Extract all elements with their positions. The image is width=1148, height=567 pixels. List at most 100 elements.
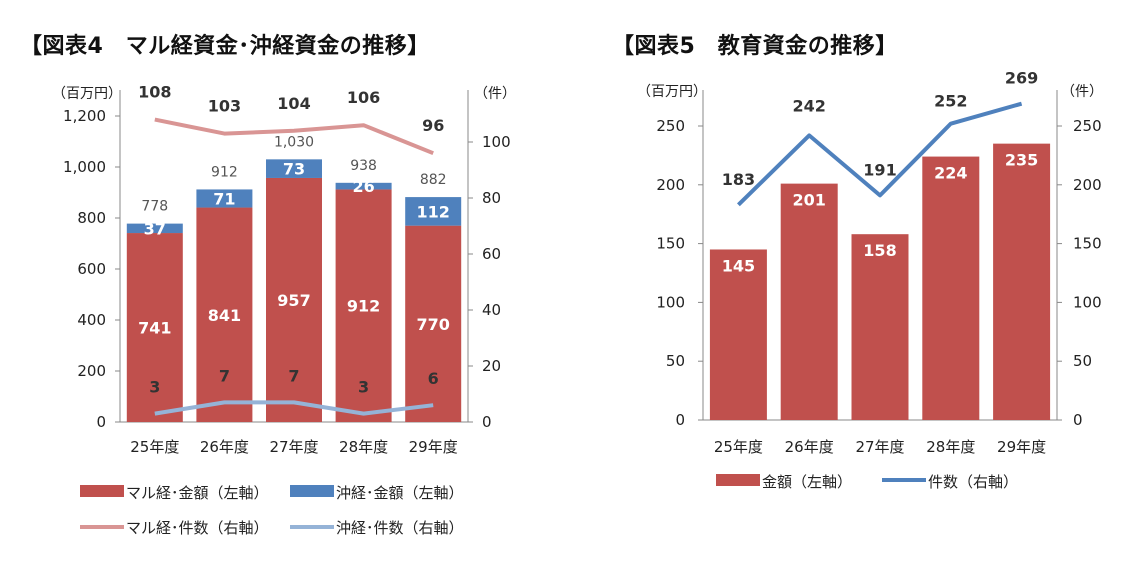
- bar-oki-amount: [266, 159, 322, 178]
- bar-oki-amount: [196, 189, 253, 208]
- left-tick-label: 0: [96, 413, 106, 431]
- bar-oki-amount: [335, 182, 392, 190]
- left-tick-label: 200: [77, 362, 106, 380]
- bar-amount-label: 201: [792, 191, 825, 210]
- category-label: 28年度: [926, 438, 975, 456]
- category-label: 26年度: [200, 438, 249, 456]
- bar-maru-label: 912: [347, 297, 380, 316]
- legend-label: 沖経･金額（左軸）: [336, 484, 464, 502]
- right-tick-label: 100: [482, 133, 511, 151]
- bar-amount: [851, 234, 909, 420]
- bar-total-label: 1,030: [274, 134, 314, 150]
- bar-oki-label: 112: [416, 202, 449, 221]
- legend-label: 金額（左軸）: [762, 473, 852, 491]
- legend-label: 沖経･件数（右軸）: [336, 519, 464, 537]
- line-count-label: 183: [722, 170, 755, 189]
- category-label: 27年度: [269, 438, 318, 456]
- bar-maru-label: 741: [138, 319, 171, 338]
- legend-label: マル経･件数（右軸）: [126, 519, 269, 537]
- right-axis-unit: （件）: [1061, 84, 1103, 100]
- left-tick-label: 100: [656, 293, 685, 311]
- right-tick-label: 80: [482, 189, 501, 207]
- figure4-title: 【図表4 マル経資金･沖経資金の推移】: [20, 34, 430, 59]
- legend-swatch: [80, 485, 124, 497]
- right-tick-label: 60: [482, 245, 501, 263]
- bar-oki-amount: [405, 197, 462, 226]
- bar-amount: [993, 143, 1051, 420]
- bar-maru-amount: [126, 233, 183, 422]
- right-tick-label: 250: [1073, 117, 1102, 135]
- left-axis-unit: （百万円）: [637, 84, 707, 100]
- category-label: 29年度: [997, 438, 1046, 456]
- left-axis-unit: （百万円）: [52, 86, 122, 102]
- bar-oki-label: 37: [144, 219, 166, 238]
- bar-oki-label: 73: [283, 160, 305, 179]
- left-tick-label: 50: [666, 352, 685, 370]
- right-tick-label: 150: [1073, 235, 1102, 253]
- bar-amount-label: 158: [863, 241, 896, 260]
- left-tick-label: 800: [77, 209, 106, 227]
- left-tick-label: 200: [656, 176, 685, 194]
- bar-maru-label: 841: [208, 306, 241, 325]
- bar-total-label: 882: [420, 172, 447, 188]
- category-label: 25年度: [714, 438, 763, 456]
- line-maru-count-label: 106: [347, 88, 380, 107]
- bar-amount: [709, 249, 767, 420]
- figure5-title: 【図表5 教育資金の推移】: [612, 34, 898, 59]
- left-tick-label: 400: [77, 311, 106, 329]
- left-tick-label: 0: [675, 411, 685, 429]
- bar-amount-label: 145: [722, 256, 755, 275]
- bar-amount-label: 224: [934, 164, 967, 183]
- right-tick-label: 100: [1073, 293, 1102, 311]
- line-maru-count-label: 108: [138, 83, 171, 102]
- right-axis-unit: （件）: [474, 86, 516, 102]
- right-tick-label: 20: [482, 357, 501, 375]
- category-label: 25年度: [130, 438, 179, 456]
- legend-swatch: [290, 485, 334, 497]
- bar-amount-label: 235: [1005, 151, 1038, 170]
- left-tick-label: 250: [656, 117, 685, 135]
- line-maru-count-label: 103: [208, 97, 241, 116]
- left-tick-label: 1,000: [63, 158, 106, 176]
- bar-maru-amount: [266, 177, 322, 422]
- line-oki-count-label: 7: [219, 366, 230, 385]
- category-label: 27年度: [855, 438, 904, 456]
- line-count-label: 242: [792, 96, 825, 115]
- category-label: 26年度: [785, 438, 834, 456]
- left-tick-label: 1,200: [63, 107, 106, 125]
- line-oki-count-label: 7: [288, 366, 299, 385]
- bar-maru-amount: [196, 207, 253, 422]
- bar-oki-label: 26: [352, 177, 374, 196]
- bar-maru-amount: [335, 189, 392, 422]
- line-maru-count-label: 104: [277, 94, 310, 113]
- category-label: 28年度: [339, 438, 388, 456]
- line-maru-count: [154, 117, 434, 156]
- category-label: 29年度: [409, 438, 458, 456]
- right-tick-label: 40: [482, 301, 501, 319]
- line-count: [737, 101, 1023, 207]
- legend-swatch: [716, 474, 760, 486]
- bar-maru-label: 770: [416, 315, 449, 334]
- right-tick-label: 50: [1073, 352, 1092, 370]
- line-count-label: 269: [1005, 69, 1038, 88]
- bar-total-label: 938: [350, 158, 377, 174]
- legend-label: マル経･金額（左軸）: [126, 484, 269, 502]
- right-tick-label: 200: [1073, 176, 1102, 194]
- line-oki-count-label: 3: [358, 378, 369, 397]
- bar-amount: [780, 183, 838, 420]
- bar-maru-label: 957: [277, 291, 310, 310]
- line-oki-count-label: 3: [149, 378, 160, 397]
- bar-maru-amount: [405, 225, 462, 422]
- line-oki-count: [154, 400, 434, 416]
- right-tick-label: 0: [482, 413, 492, 431]
- bar-amount: [922, 156, 980, 421]
- line-count-label: 191: [863, 160, 896, 179]
- left-tick-label: 600: [77, 260, 106, 278]
- legend-label: 件数（右軸）: [928, 473, 1018, 491]
- right-tick-label: 0: [1073, 411, 1083, 429]
- line-count-label: 252: [934, 92, 967, 111]
- line-maru-count-label: 96: [422, 116, 444, 135]
- bar-oki-amount: [126, 223, 183, 234]
